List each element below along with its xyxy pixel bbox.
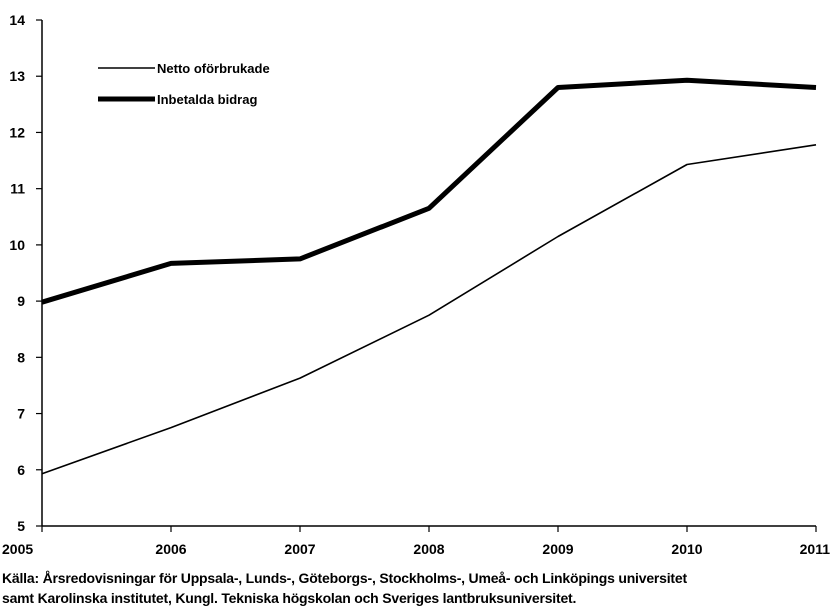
x-tick-label: 2007 [284,541,315,557]
y-tick-label: 14 [9,12,25,28]
x-tick-label: 2011 [800,541,831,557]
series-line-1 [41,144,817,475]
legend-label-2: Inbetalda bidrag [157,92,257,107]
y-tick-label: 12 [9,124,25,140]
line-chart: 5 6 7 8 9 10 11 12 13 14 2005 2006 2007 2008 2009 2010 2… [2,12,830,557]
series-line-2 [41,77,817,305]
y-tick-label: 5 [17,518,25,534]
legend-label-1: Netto oförbrukade [157,61,270,76]
y-tick-label: 7 [17,406,25,422]
x-tick-label: 2010 [671,541,702,557]
x-tick-label: 2006 [155,541,186,557]
x-tick-label: 2009 [542,541,573,557]
source-line-2: samt Karolinska institutet, Kungl. Tekni… [2,590,577,606]
y-tick-label: 13 [9,68,25,84]
x-tick-label: 2008 [413,541,444,557]
y-tick-label: 9 [17,293,25,309]
source-note: Källa: Årsredovisningar för Uppsala-, Lu… [2,568,830,608]
y-tick-label: 8 [17,349,25,365]
chart-axes: 5 6 7 8 9 10 11 12 13 14 2005 2006 2007 2008 2009 2010 2… [2,12,830,557]
y-tick-label: 6 [17,462,25,478]
source-line-1: Källa: Årsredovisningar för Uppsala-, Lu… [2,570,687,586]
x-tick-label: 2005 [2,541,33,557]
y-tick-label: 11 [10,181,25,197]
chart-legend: Netto oförbrukade Inbetalda bidrag [98,61,270,107]
y-tick-label: 10 [9,237,25,253]
chart-series [41,77,817,475]
